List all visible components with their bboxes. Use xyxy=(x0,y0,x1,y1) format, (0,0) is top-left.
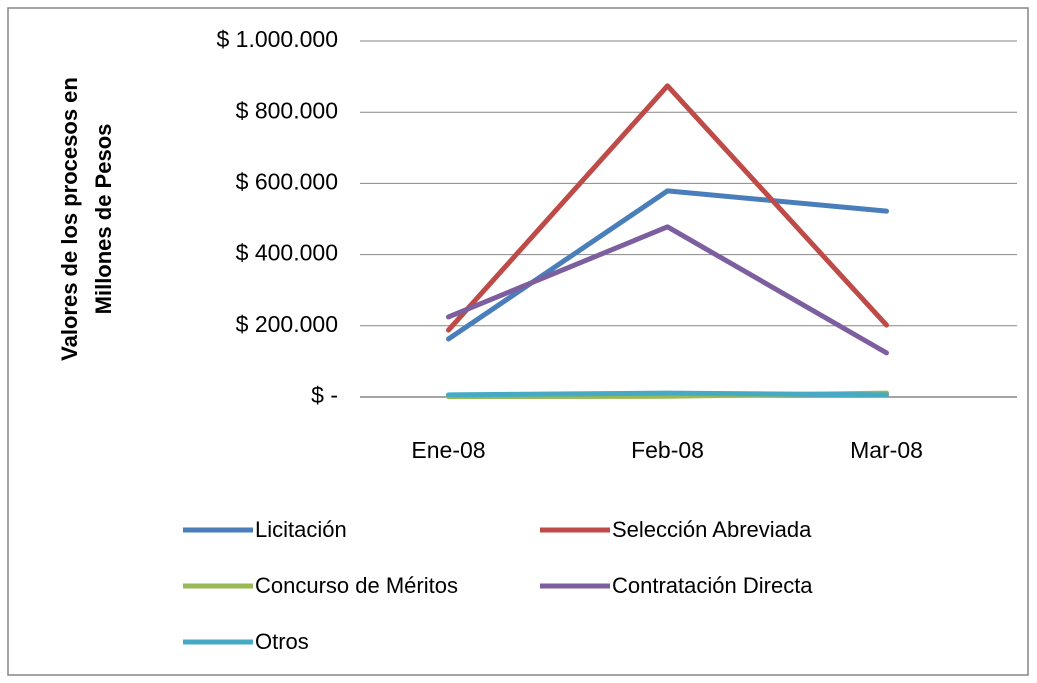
y-axis-title-line: Millones de Pesos xyxy=(91,124,116,315)
series-line xyxy=(446,390,889,398)
legend-label: Selección Abreviada xyxy=(612,517,812,542)
legend-label: Otros xyxy=(255,629,309,654)
y-axis-title-line: Valores de los procesos en xyxy=(57,77,82,361)
x-tick-label: Feb-08 xyxy=(631,437,704,463)
legend-label: Contratación Directa xyxy=(612,573,813,598)
y-tick-label: $ 600.000 xyxy=(236,168,338,194)
y-tick-label: $ 1.000.000 xyxy=(216,26,338,52)
series-line xyxy=(446,224,889,356)
y-tick-label: $ 200.000 xyxy=(236,311,338,337)
y-tick-label: $ - xyxy=(311,382,338,408)
x-tick-label: Ene-08 xyxy=(411,437,485,463)
legend-label: Licitación xyxy=(255,517,347,542)
y-axis-title: Valores de los procesos en Millones de Pe… xyxy=(57,77,116,361)
x-tick-label: Mar-08 xyxy=(850,437,923,463)
series-line xyxy=(446,188,889,342)
legend-label: Concurso de Méritos xyxy=(255,573,458,598)
y-tick-label: $ 800.000 xyxy=(236,97,338,123)
chart-border xyxy=(7,7,1029,676)
y-tick-label: $ 400.000 xyxy=(236,240,338,266)
series-line xyxy=(446,83,889,333)
